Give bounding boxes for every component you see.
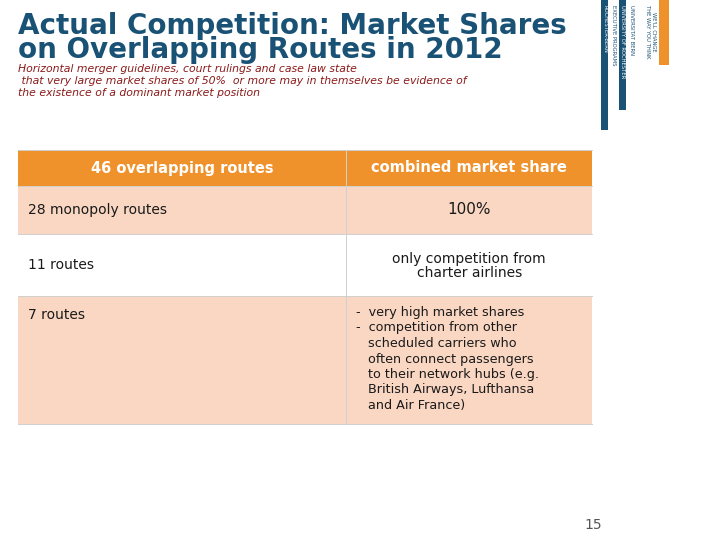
- Text: to their network hubs (e.g.: to their network hubs (e.g.: [356, 368, 539, 381]
- Text: combined market share: combined market share: [372, 160, 567, 176]
- FancyBboxPatch shape: [601, 0, 608, 130]
- FancyBboxPatch shape: [644, 0, 657, 80]
- Text: often connect passengers: often connect passengers: [356, 353, 534, 366]
- Text: and Air France): and Air France): [356, 399, 465, 412]
- Text: 15: 15: [585, 518, 602, 532]
- Text: UNIVERSITAT BERN: UNIVERSITAT BERN: [629, 5, 634, 55]
- Text: 100%: 100%: [447, 202, 491, 218]
- Text: -  competition from other: - competition from other: [356, 321, 517, 334]
- FancyBboxPatch shape: [610, 0, 617, 130]
- Text: UNIVERSITY OF ROCHESTER: UNIVERSITY OF ROCHESTER: [620, 5, 625, 78]
- Text: 11 routes: 11 routes: [28, 258, 94, 272]
- Text: 28 monopoly routes: 28 monopoly routes: [28, 203, 167, 217]
- Text: -  very high market shares: - very high market shares: [356, 306, 525, 319]
- Text: Actual Competition: Market Shares: Actual Competition: Market Shares: [18, 12, 567, 40]
- FancyBboxPatch shape: [18, 186, 592, 234]
- Text: 46 overlapping routes: 46 overlapping routes: [91, 160, 274, 176]
- Text: scheduled carriers who: scheduled carriers who: [356, 337, 517, 350]
- Text: British Airways, Lufthansa: British Airways, Lufthansa: [356, 383, 534, 396]
- FancyBboxPatch shape: [18, 234, 592, 296]
- FancyBboxPatch shape: [18, 296, 592, 424]
- FancyBboxPatch shape: [659, 0, 669, 65]
- Text: that very large market shares of 50%  or more may in themselves be evidence of: that very large market shares of 50% or …: [18, 76, 467, 86]
- FancyBboxPatch shape: [619, 0, 626, 110]
- Text: ROCHESTER-BERN: ROCHESTER-BERN: [602, 5, 607, 53]
- Text: Horizontal merger guidelines, court rulings and case law state: Horizontal merger guidelines, court ruli…: [18, 64, 356, 74]
- Text: on Overlapping Routes in 2012: on Overlapping Routes in 2012: [18, 36, 503, 64]
- Text: the existence of a dominant market position: the existence of a dominant market posit…: [18, 88, 260, 98]
- Text: EXECUTIVE PROGRAMS: EXECUTIVE PROGRAMS: [611, 5, 616, 65]
- FancyBboxPatch shape: [628, 0, 635, 95]
- Text: only competition from: only competition from: [392, 252, 546, 266]
- Text: 7 routes: 7 routes: [28, 308, 85, 322]
- Text: charter airlines: charter airlines: [417, 266, 522, 280]
- FancyBboxPatch shape: [18, 150, 592, 186]
- Text: WE'LL CHANGE
THE WAY YOU THINK: WE'LL CHANGE THE WAY YOU THINK: [645, 5, 656, 58]
